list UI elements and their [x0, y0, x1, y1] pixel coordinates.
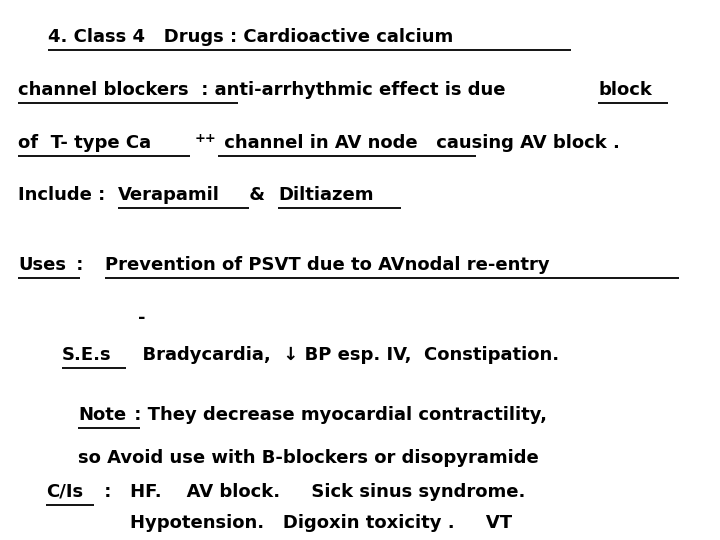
Text: block: block: [598, 81, 652, 99]
Text: ++: ++: [195, 132, 217, 145]
Text: Prevention of PSVT due to AVnodal re-entry: Prevention of PSVT due to AVnodal re-ent…: [105, 256, 549, 274]
Text: causing AV block .: causing AV block .: [430, 134, 620, 152]
Text: : anti-arrhythmic effect is due: : anti-arrhythmic effect is due: [195, 81, 512, 99]
Text: of  T- type Ca: of T- type Ca: [18, 134, 151, 152]
Text: so Avoid use with B-blockers or disopyramide: so Avoid use with B-blockers or disopyra…: [78, 449, 539, 467]
Text: Include :: Include :: [18, 186, 112, 204]
Text: Diltiazem: Diltiazem: [278, 186, 374, 204]
Text: :: :: [70, 256, 96, 274]
Text: Note: Note: [78, 406, 126, 424]
Text: Uses: Uses: [18, 256, 66, 274]
Text: : They decrease myocardial contractility,: : They decrease myocardial contractility…: [128, 406, 547, 424]
Text: :   HF.    AV block.     Sick sinus syndrome.: : HF. AV block. Sick sinus syndrome.: [98, 483, 526, 501]
Text: Verapamil: Verapamil: [118, 186, 220, 204]
Text: -: -: [138, 309, 145, 327]
Text: Bradycardia,  ↓ BP esp. IV,  Constipation.: Bradycardia, ↓ BP esp. IV, Constipation.: [130, 346, 559, 364]
Text: C/Is: C/Is: [46, 483, 83, 501]
Text: &: &: [243, 186, 271, 204]
Text: S.E.s: S.E.s: [62, 346, 112, 364]
Text: Hypotension.   Digoxin toxicity .     VT: Hypotension. Digoxin toxicity . VT: [130, 514, 512, 532]
Text: channel blockers: channel blockers: [18, 81, 189, 99]
Text: channel in AV node: channel in AV node: [218, 134, 418, 152]
Text: 4. Class 4   Drugs : Cardioactive calcium: 4. Class 4 Drugs : Cardioactive calcium: [48, 28, 454, 46]
